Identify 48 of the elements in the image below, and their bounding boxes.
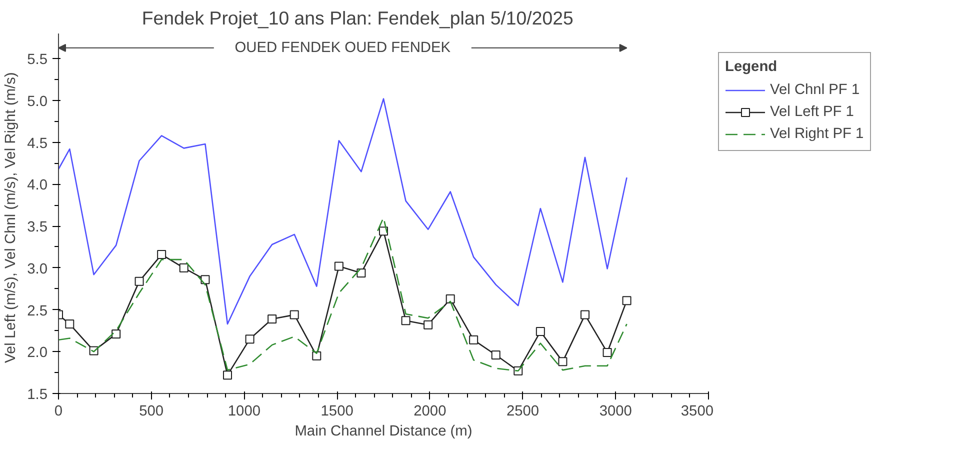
point [312,351,322,360]
y-tick-label: 4.5 [27,136,48,152]
point [622,296,632,306]
y-tick-label: 5.5 [27,52,48,68]
point [134,276,144,286]
legend-title: Legend [725,59,778,75]
point [112,330,121,339]
chart-title: Fendek Projet_10 ans Plan: Fendek_plan 5/10/2025 [142,8,574,28]
legend-label: Vel Chnl PF 1 [770,82,860,98]
legend-label: Vel Left PF 1 [770,104,854,120]
point [334,262,344,271]
y-tick-label: 2.5 [27,303,48,320]
x-tick-label: 2500 [506,404,540,420]
x-tick-label: 3000 [599,404,632,420]
annotation: OUED FENDEK OUED FENDEK [234,40,451,56]
legend-label: Vel Right PF 1 [770,126,864,142]
point [602,348,612,357]
point [290,310,299,320]
point [223,370,232,380]
x-tick-label: 1000 [228,404,261,420]
y-tick-label: 2.0 [27,345,48,362]
point [536,327,545,336]
point [424,320,433,330]
y-tick-label: 4.0 [27,178,48,194]
point [268,314,277,324]
x-tick-label: 2000 [414,404,446,420]
y-tick-label: 3.0 [27,261,48,278]
point [469,335,478,344]
x-tick-label: 500 [139,404,164,420]
line-series [58,98,628,325]
y-tick-label: 1.5 [27,387,48,403]
point [558,357,568,366]
x-axis-title: Main Channel Distance (m) [294,424,472,440]
point [401,316,410,326]
y-tick-label: 3.5 [27,220,48,236]
point [245,334,254,344]
point [179,263,188,272]
point [356,268,366,278]
x-tick-label: 3500 [680,404,714,420]
point [157,250,166,260]
y-axis-title: Vel Left (m/s), Vel Chnl (m/s), Vel Right (m/s) [3,72,20,363]
x-tick-label: 1500 [320,404,354,420]
y-tick-label: 5.0 [27,94,48,110]
point [65,320,74,329]
point [446,294,455,304]
point [491,350,500,360]
x-tick-label: 0 [54,404,63,420]
point [580,310,590,320]
